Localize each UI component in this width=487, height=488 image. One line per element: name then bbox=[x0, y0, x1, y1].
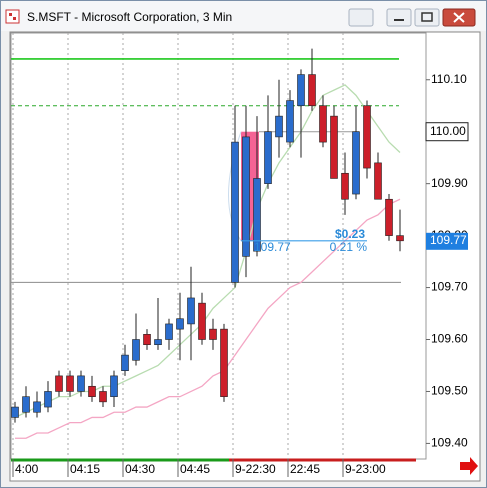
measure-start: 109.77 bbox=[254, 240, 291, 254]
candle-body bbox=[297, 74, 305, 107]
y-tick-label: 109.60 bbox=[431, 332, 468, 346]
candle-body bbox=[66, 375, 74, 392]
candle-body bbox=[341, 172, 349, 200]
link-button[interactable] bbox=[348, 8, 374, 27]
candle-body bbox=[77, 375, 85, 392]
y-tick-label: 110.10 bbox=[431, 72, 467, 86]
candle-body bbox=[11, 406, 19, 418]
candle-body bbox=[396, 235, 404, 242]
x-tick-label: 22:45 bbox=[290, 462, 320, 476]
candle-body bbox=[231, 141, 239, 283]
candle-body bbox=[352, 131, 360, 195]
scroll-arrow[interactable] bbox=[460, 457, 478, 475]
x-tick-label: 4:00 bbox=[15, 462, 39, 476]
candle-body bbox=[198, 302, 206, 340]
y-tick-label: 109.50 bbox=[431, 384, 468, 398]
app-icon bbox=[5, 9, 20, 24]
candle-body bbox=[275, 115, 283, 138]
x-tick-label: 04:15 bbox=[70, 462, 100, 476]
candle-body bbox=[374, 162, 382, 200]
candle-body bbox=[132, 339, 140, 361]
moving-average bbox=[15, 198, 401, 439]
candle-body bbox=[385, 198, 393, 236]
x-tick-label: 04:30 bbox=[125, 462, 155, 476]
candle-body bbox=[33, 401, 41, 413]
maximize-icon bbox=[421, 12, 433, 22]
measure-change: $0.23 bbox=[335, 227, 365, 241]
level-label: 110.00 bbox=[430, 124, 466, 138]
candle-body bbox=[363, 105, 371, 169]
moving-average bbox=[14, 84, 401, 419]
candle-body bbox=[308, 74, 316, 107]
x-tick-label: 9-22:30 bbox=[235, 462, 276, 476]
candle-body bbox=[154, 339, 162, 346]
candle-body bbox=[187, 297, 195, 325]
candle-body bbox=[55, 375, 63, 392]
y-tick-label: 109.70 bbox=[431, 280, 468, 294]
candle-body bbox=[220, 328, 228, 397]
close-icon bbox=[453, 12, 465, 23]
window-title: S.MSFT - Microsoft Corporation, 3 Min bbox=[27, 10, 232, 24]
last-price-label: 109.77 bbox=[430, 233, 467, 247]
candle-body bbox=[319, 105, 327, 143]
x-tick-label: 04:45 bbox=[180, 462, 210, 476]
y-tick-label: 109.90 bbox=[431, 176, 468, 190]
candle-body bbox=[99, 391, 107, 403]
last-price-box bbox=[426, 232, 468, 250]
candle-body bbox=[264, 131, 272, 184]
level-label-box bbox=[425, 122, 469, 142]
candle-body bbox=[330, 115, 338, 179]
candle-body bbox=[110, 375, 118, 397]
candle-body bbox=[286, 100, 294, 143]
candle-body bbox=[209, 328, 217, 340]
candle-body bbox=[22, 396, 30, 413]
minimize-button[interactable] bbox=[386, 8, 412, 27]
x-tick-label: 9-23:00 bbox=[345, 462, 386, 476]
measure-percent: 0.21 % bbox=[330, 240, 368, 254]
candle-body bbox=[176, 318, 184, 330]
maximize-button[interactable] bbox=[414, 8, 440, 27]
candle-body bbox=[165, 323, 173, 340]
candle-body bbox=[44, 391, 52, 408]
candle-body bbox=[143, 334, 151, 346]
app-icon bbox=[13, 17, 16, 20]
y-tick-label: 109.40 bbox=[431, 436, 468, 450]
candle-body bbox=[253, 178, 261, 252]
candle-body bbox=[88, 385, 96, 397]
candle-body bbox=[242, 136, 250, 257]
app-icon bbox=[9, 13, 12, 16]
candle-body bbox=[121, 354, 129, 371]
